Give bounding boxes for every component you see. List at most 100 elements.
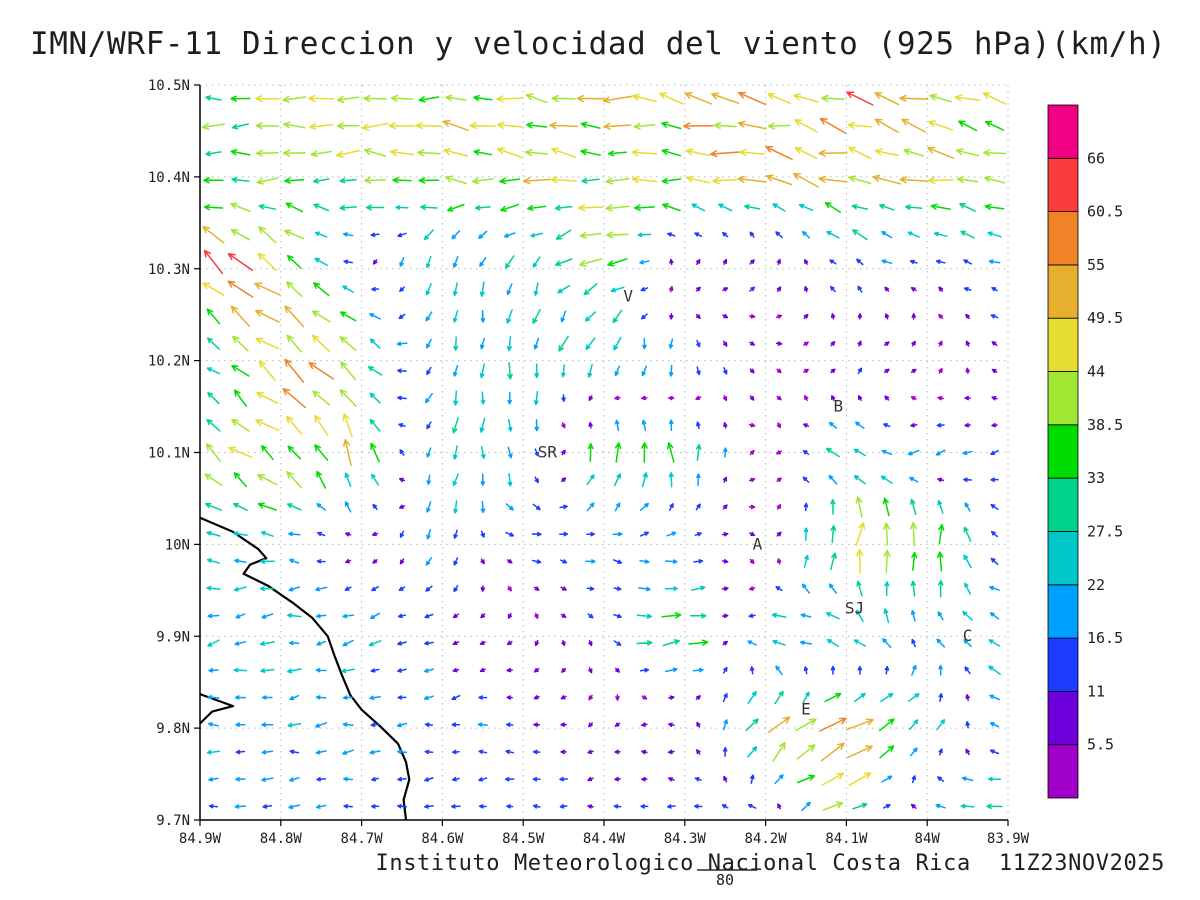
wind-arrow [558, 335, 569, 352]
wind-arrow [686, 175, 711, 184]
wind-arrow [747, 803, 757, 809]
wind-arrow [560, 586, 567, 591]
wind-arrow [642, 337, 647, 350]
wind-arrow [507, 362, 513, 380]
wind-arrow [443, 148, 469, 157]
wind-arrow [344, 586, 352, 591]
wind-arrow [883, 368, 890, 374]
wind-arrow [748, 314, 756, 319]
wind-arrow [261, 777, 274, 782]
wind-arrow [234, 695, 246, 700]
wind-arrow [614, 776, 621, 782]
wind-arrow [819, 117, 847, 134]
wind-arrow [613, 473, 621, 487]
wind-arrow [879, 745, 895, 759]
wind-arrow [371, 286, 380, 292]
wind-arrow [399, 558, 405, 565]
wind-arrow [938, 367, 943, 374]
wind-arrow [233, 472, 248, 488]
wind-arrow [991, 286, 998, 292]
wind-arrow [826, 638, 840, 648]
wind-arrow [532, 749, 541, 755]
wind-arrow [669, 419, 674, 432]
wind-arrow [473, 149, 493, 156]
wind-arrow [425, 255, 432, 269]
colorbar-label: 55 [1087, 256, 1105, 274]
wind-arrow [689, 613, 707, 619]
wind-arrow [799, 640, 813, 645]
wind-arrow [960, 230, 975, 239]
wind-arrow [749, 368, 755, 374]
wind-arrow [804, 395, 809, 402]
wind-arrow [314, 257, 329, 267]
wind-arrow [284, 305, 305, 328]
wind-arrow [767, 92, 791, 105]
wind-arrow [722, 340, 728, 347]
colorbar-label: 27.5 [1087, 523, 1123, 541]
wind-arrow [880, 475, 893, 484]
wind-arrow [343, 259, 353, 265]
wind-arrow [235, 749, 246, 755]
wind-arrow [910, 422, 918, 428]
wind-arrow [878, 718, 895, 732]
wind-arrow [342, 285, 354, 293]
wind-arrow [937, 477, 945, 483]
wind-arrow [208, 668, 219, 673]
wind-arrow [533, 722, 541, 727]
wind-arrow [424, 804, 434, 809]
wind-arrow [614, 419, 620, 431]
wind-arrow [533, 695, 540, 700]
wind-arrow [424, 722, 434, 727]
wind-arrow [257, 474, 278, 486]
colorbar-cell [1047, 317, 1079, 372]
wind-arrow [776, 531, 782, 537]
wind-arrow [370, 722, 380, 728]
wind-arrow [478, 230, 488, 239]
wind-arrow [830, 340, 836, 347]
colorbar-label: 16.5 [1087, 629, 1123, 647]
wind-arrow [884, 581, 890, 597]
wind-arrow [339, 204, 357, 211]
wind-arrow [452, 256, 459, 268]
wind-arrow [398, 313, 406, 320]
wind-arrow [398, 586, 406, 592]
wind-arrow [370, 612, 381, 620]
wind-arrow [426, 447, 432, 458]
colorbar-cell [1047, 104, 1079, 159]
wind-arrow [344, 472, 352, 487]
wind-arrow [857, 340, 862, 347]
wind-arrow [688, 639, 709, 646]
wind-arrow [205, 95, 222, 101]
wind-arrow [723, 367, 728, 375]
wind-arrow [260, 530, 274, 537]
wind-arrow [317, 531, 326, 537]
wind-arrow [641, 395, 648, 401]
colorbar-cell [1047, 211, 1079, 266]
wind-arrow [479, 667, 486, 673]
wind-arrow [907, 449, 920, 456]
wind-arrow [233, 667, 248, 673]
wind-arrow [425, 282, 432, 296]
wind-arrow [230, 228, 251, 241]
wind-arrow [549, 121, 579, 130]
wind-arrow [284, 229, 305, 240]
wind-arrow [855, 496, 863, 518]
wind-arrow [767, 716, 791, 734]
wind-arrow [532, 804, 541, 809]
wind-arrow [316, 640, 327, 646]
wind-arrow [721, 804, 729, 809]
wind-arrow [856, 258, 864, 266]
station-label-a: A [753, 534, 763, 553]
wind-arrow [288, 531, 301, 537]
wind-arrow [855, 421, 865, 430]
wind-arrow [370, 804, 380, 809]
wind-arrow [505, 722, 514, 727]
wind-arrow [288, 586, 301, 592]
wind-arrow [480, 558, 485, 565]
x-axis-label: 84W [915, 831, 941, 847]
wind-arrow [614, 395, 621, 401]
wind-arrow [587, 749, 594, 755]
wind-arrow [533, 282, 539, 296]
wind-arrow [857, 665, 863, 675]
wind-arrow [607, 150, 628, 157]
